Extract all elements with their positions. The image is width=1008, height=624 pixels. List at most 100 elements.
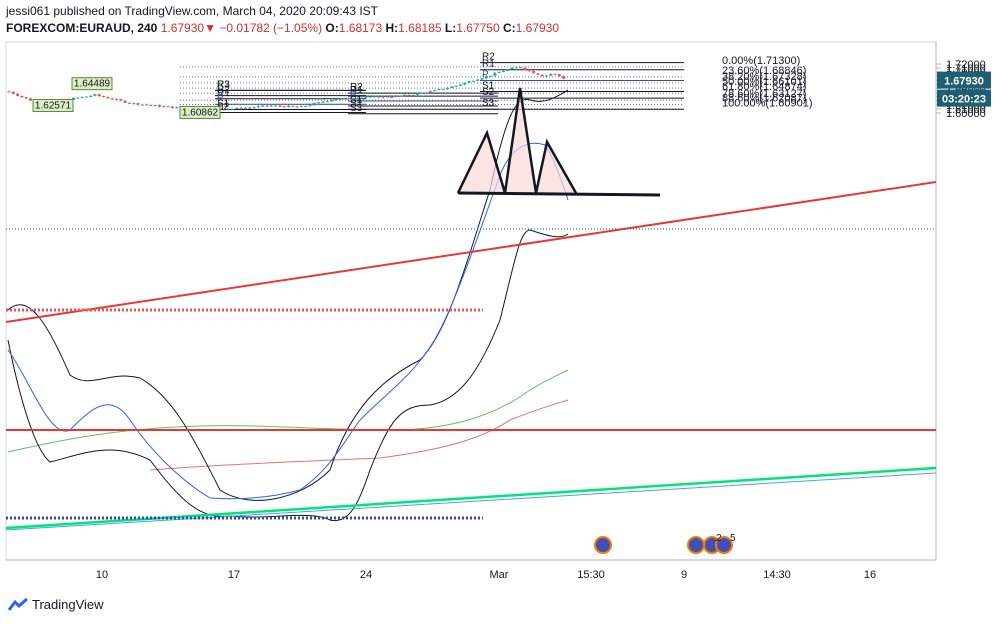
- pivot-label: R3: [217, 79, 230, 90]
- countdown-tag-text: 03:20:23: [942, 94, 986, 106]
- tradingview-logo-icon: [8, 597, 28, 611]
- head-shoulders-pattern[interactable]: [456, 87, 578, 194]
- low-value: 1.67750: [456, 21, 500, 35]
- fib-level-label: 23.60%(1.68846): [722, 65, 806, 77]
- ma-blue-line: [7, 142, 569, 500]
- candle-body: [29, 98, 32, 101]
- fib-level-label: 100.00%(1.60901): [722, 97, 813, 109]
- candle-body: [416, 93, 419, 95]
- countdown-tag-box: [937, 89, 991, 107]
- red-trend-line[interactable]: [5, 181, 937, 323]
- candle-body: [532, 70, 536, 74]
- candle-body: [287, 105, 290, 108]
- candle-body: [394, 95, 398, 98]
- footer-brand[interactable]: TradingView: [8, 597, 104, 612]
- last-price-tag-text: 1.67930: [944, 76, 984, 88]
- pivot-label: R1: [217, 88, 230, 99]
- candle-body: [373, 96, 376, 98]
- price-axis[interactable]: 1.720001.710001.700001.690001.680001.670…: [936, 59, 986, 120]
- candle-body: [407, 94, 411, 96]
- green-trend-line[interactable]: [5, 466, 937, 530]
- pivot-label: R2: [350, 82, 363, 93]
- candle-body: [342, 98, 346, 100]
- candle-body: [489, 75, 493, 77]
- x-tick-label: 10: [96, 569, 108, 581]
- candle-body: [536, 73, 540, 75]
- fib-level-label: 50.00%(1.66101): [722, 76, 806, 88]
- candle-body: [377, 96, 381, 98]
- low-label: L:: [444, 21, 457, 35]
- candle-body: [11, 91, 15, 94]
- candle-body: [463, 82, 467, 85]
- x-tick-label: Mar: [490, 569, 509, 581]
- close-value: 1.67930: [515, 21, 560, 35]
- high-value: 1.68185: [398, 21, 442, 35]
- high-label: H:: [385, 21, 399, 35]
- candle-body: [222, 109, 226, 111]
- candle-body: [321, 101, 325, 103]
- candle-body: [123, 100, 127, 103]
- bb-lower-line: [7, 229, 569, 522]
- pivot-label: S2: [482, 87, 495, 98]
- candle-body: [446, 87, 450, 90]
- candle-body: [162, 106, 166, 108]
- time-axis[interactable]: 10 17 24 Mar 15:30 9 14:30 16: [96, 569, 876, 581]
- y-tick-label: 1.60000: [946, 108, 986, 120]
- candle-body: [330, 100, 333, 102]
- price-label-box: [32, 98, 74, 112]
- fib-level-label: 88.60%(1.62087): [722, 92, 806, 104]
- candle-body: [385, 96, 389, 98]
- blue-trend-line: [5, 472, 937, 531]
- symbol-name[interactable]: FOREXCOM:EURAUD, 240: [6, 21, 158, 35]
- candle-body: [557, 74, 561, 77]
- candle-body: [84, 96, 88, 98]
- candle-body: [562, 76, 566, 79]
- candle-body: [269, 105, 273, 107]
- candle-body: [433, 90, 437, 92]
- fibonacci-retracement[interactable]: 0.00%(1.71300)23.60%(1.68846)38.20%(1.67…: [180, 55, 813, 110]
- candle-body: [312, 103, 316, 106]
- candle-body: [437, 89, 441, 91]
- open-label: O:: [325, 21, 339, 35]
- candle-body: [351, 98, 355, 100]
- candle-body: [540, 74, 544, 77]
- open-value: 1.68173: [338, 21, 383, 35]
- candle-body: [381, 96, 385, 98]
- candle-body: [140, 104, 144, 106]
- candle-body: [145, 104, 149, 106]
- candle-body: [97, 94, 101, 97]
- candle-body: [497, 72, 501, 74]
- candle-body: [459, 84, 462, 86]
- x-tick-label: 15:30: [577, 569, 605, 581]
- last-price: 1.67930: [160, 21, 205, 35]
- price-label-text: 1.64489: [74, 79, 111, 90]
- candle-body: [24, 97, 28, 99]
- y-tick-label: 1.72000: [946, 59, 986, 71]
- price-label-box: [179, 105, 221, 119]
- candle-body: [175, 107, 179, 109]
- candle-body: [295, 106, 299, 108]
- pivot-label: S2: [217, 101, 230, 112]
- candle-body: [420, 92, 424, 94]
- pivot-label: P: [482, 70, 489, 81]
- down-arrow-icon: ▼: [204, 21, 216, 35]
- trend-lines[interactable]: [5, 87, 937, 531]
- neckline[interactable]: [457, 191, 661, 197]
- pivot-label: P: [217, 93, 224, 104]
- candle-body: [265, 105, 269, 107]
- fib-level-label: 38.20%(1.67328): [722, 71, 806, 83]
- price-label-box: [71, 77, 113, 91]
- candle-body: [153, 105, 157, 107]
- x-tick-label: 9: [681, 569, 687, 581]
- candle-body: [76, 97, 80, 99]
- candle-body: [252, 107, 256, 109]
- candle-body: [226, 109, 230, 111]
- candle-body: [355, 98, 359, 100]
- candle-body: [16, 93, 20, 96]
- candle-body: [256, 106, 260, 108]
- candle-body: [493, 72, 497, 76]
- candle-body: [480, 78, 484, 80]
